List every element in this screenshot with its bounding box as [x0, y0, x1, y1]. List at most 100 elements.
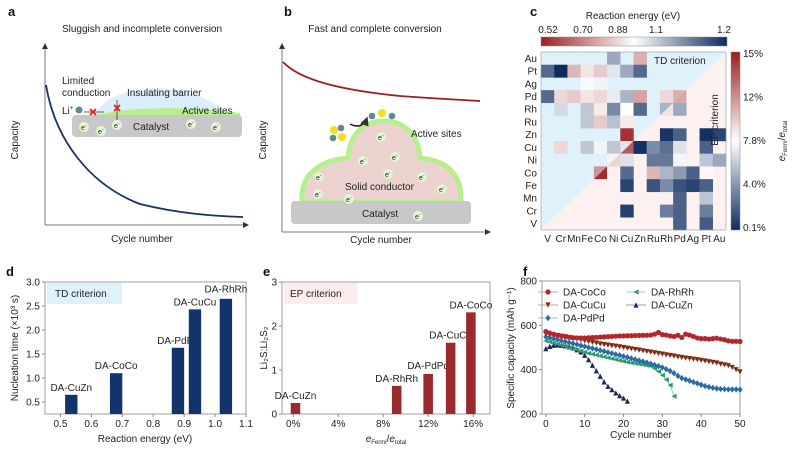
- legend-label: DA-PdPd: [563, 314, 605, 325]
- data-point: [717, 336, 724, 342]
- data-point: [655, 350, 662, 357]
- data-point: [601, 342, 607, 348]
- data-point: [554, 336, 561, 343]
- heatmap-cell-pd-rh-td: [659, 90, 674, 104]
- heatmap-cell-fe-pd-ep: [673, 179, 687, 193]
- data-point: [636, 357, 642, 364]
- heatmap-cell-pd-cu-td: [620, 90, 634, 104]
- data-point: [543, 338, 549, 344]
- panel-label-e: e: [263, 264, 270, 279]
- data-point: [675, 372, 681, 380]
- heatmap-cell-au-zn-td: [633, 52, 647, 65]
- data-point: [663, 332, 669, 338]
- heatmap-cell-pt-v-td: [541, 64, 555, 78]
- data-point: [601, 354, 607, 360]
- legend-label: DA-CuZn: [651, 301, 693, 312]
- data-point: [566, 339, 572, 346]
- heatmap-cell-pd-fe-td: [580, 90, 595, 104]
- data-point: [624, 345, 631, 351]
- data-point: [620, 358, 627, 364]
- electron-label: e-: [378, 133, 384, 142]
- electron-icon: e-: [111, 119, 123, 131]
- col-label-pt: Pt: [701, 234, 711, 245]
- heatmap-cell-ru-co-td: [593, 115, 608, 129]
- data-point: [737, 338, 743, 345]
- series-da-pdpd: [543, 333, 743, 393]
- electron-icon: e-: [313, 171, 325, 183]
- data-point: [636, 332, 642, 339]
- colorbar-tick-label: 15%: [743, 49, 763, 60]
- row-label-pd: Pd: [525, 92, 537, 103]
- electron-circle: [95, 125, 107, 137]
- data-point: [570, 346, 576, 352]
- row-label-pt: Pt: [528, 67, 538, 78]
- row-label-cu: Cu: [524, 143, 537, 154]
- x-tick-label: 0.6: [84, 419, 98, 430]
- bar-da-cucu: [445, 342, 456, 414]
- row-label-au: Au: [525, 54, 537, 65]
- data-point: [655, 329, 662, 336]
- reaction-energy-colorbar: [540, 36, 728, 47]
- bar-da-rhrh: [391, 385, 402, 414]
- electron-icon: e-: [375, 131, 387, 143]
- col-label-v: V: [544, 234, 551, 245]
- y-tick-label: 600: [520, 321, 537, 332]
- data-point: [729, 386, 735, 393]
- panel-label-b: b: [284, 4, 292, 19]
- data-point: [651, 350, 658, 356]
- td-criterion-box: [47, 283, 122, 304]
- legend: DA-CoCo DA-CuCu DA-PdPd DA-RhRh DA-CuZn: [538, 288, 694, 325]
- data-point: [597, 341, 603, 347]
- col-label-au: Au: [713, 234, 725, 245]
- x-axis-label: Cycle number: [111, 234, 173, 245]
- heatmap-cell-rh-zn-td: [633, 102, 647, 116]
- panel-c-heatmap: c Reaction energy (eV) 0.52 0.70 0.88 1.1 1.…: [523, 4, 789, 245]
- data-point: [632, 360, 638, 367]
- legend-label: DA-CuCu: [563, 301, 606, 312]
- ep-criterion-label: EP criterion: [710, 94, 721, 146]
- heatmap-cell-pt-cu-td: [620, 64, 634, 78]
- data-point: [593, 368, 599, 374]
- data-point: [543, 346, 549, 352]
- y-tick-label: 2: [271, 322, 277, 333]
- data-point: [585, 338, 592, 345]
- row-label-fe: Fe: [525, 181, 537, 192]
- heatmap-cell-zn-pd-ep: [673, 128, 687, 142]
- legend-item-da-cucu: DA-CuCu: [538, 301, 606, 312]
- legend-label: DA-CoCo: [563, 288, 606, 299]
- data-point: [566, 334, 572, 340]
- heatmap-cell-cr-rh-ep: [659, 204, 674, 218]
- electron-label: e-: [114, 121, 120, 130]
- heatmap-cell-pd-zn-td: [633, 90, 647, 104]
- panel-b-title: Fast and complete conversion: [308, 24, 441, 35]
- data-point: [710, 359, 716, 365]
- colorbar-tick-label: 0.52: [538, 25, 558, 36]
- legend-marker: [633, 289, 639, 295]
- data-point: [609, 333, 615, 340]
- data-point: [636, 347, 642, 353]
- blocked-cross-icon: [89, 108, 97, 116]
- x-tick-label: 4%: [331, 419, 346, 430]
- panel-d-bar-chart: d TD criterion Reaction energy (eV) Nucl…: [6, 264, 253, 445]
- data-point: [683, 376, 689, 383]
- heatmap-cell-co-ru-ep: [646, 166, 661, 180]
- row-label-cr: Cr: [526, 206, 537, 217]
- data-point: [659, 364, 665, 371]
- data-point: [648, 332, 654, 338]
- electron-icon: e-: [416, 171, 428, 183]
- heatmap-cell-cu-cr-td: [554, 141, 568, 154]
- data-point: [558, 342, 565, 348]
- electron-circle: [389, 151, 401, 163]
- electron-circle: [412, 210, 424, 222]
- col-label-rh: Rh: [660, 234, 673, 245]
- x-axis-label: Reaction energy (eV): [98, 434, 193, 445]
- data-point: [585, 357, 592, 363]
- series-da-rhrh: [543, 338, 677, 399]
- data-point: [547, 343, 553, 349]
- data-point: [585, 344, 592, 351]
- electron-icon: e-: [389, 151, 401, 163]
- bar-label-da-rhrh: DA-RhRh: [375, 374, 418, 385]
- col-label-cr: Cr: [556, 234, 567, 245]
- data-point: [679, 374, 685, 382]
